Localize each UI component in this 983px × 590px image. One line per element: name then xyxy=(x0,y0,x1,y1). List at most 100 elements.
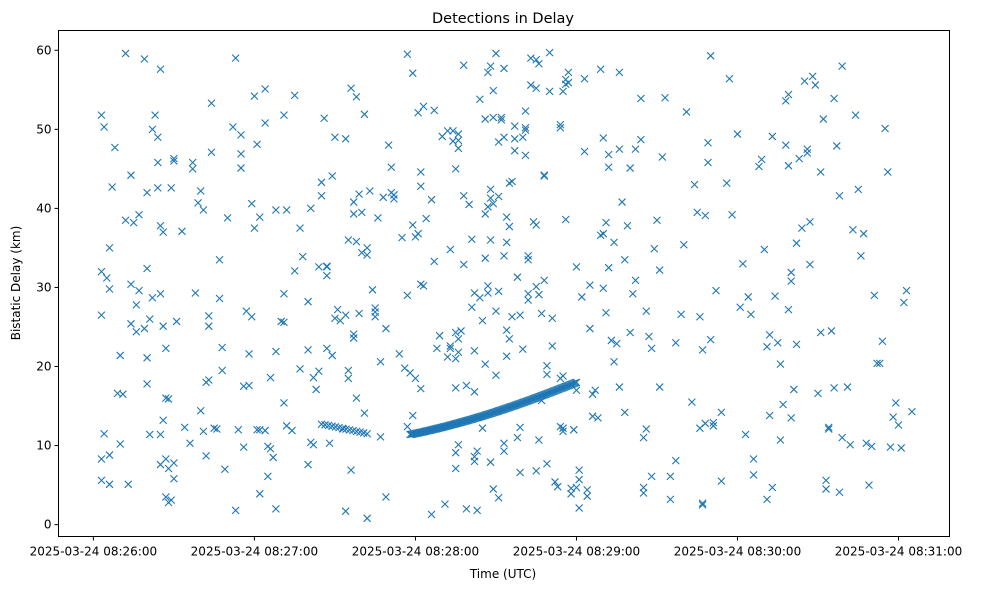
data-point xyxy=(661,93,669,102)
data-point xyxy=(204,322,213,331)
data-point xyxy=(97,267,106,276)
data-point xyxy=(548,342,557,350)
data-point xyxy=(575,466,584,474)
data-point xyxy=(143,264,151,273)
data-point xyxy=(148,125,157,134)
data-point xyxy=(572,378,581,387)
data-point xyxy=(331,133,339,142)
data-point xyxy=(830,94,838,103)
data-point xyxy=(486,194,495,203)
data-point xyxy=(390,191,398,199)
data-point xyxy=(467,303,476,312)
data-point xyxy=(167,183,176,192)
data-point xyxy=(484,202,492,211)
data-point xyxy=(110,143,119,152)
data-point xyxy=(153,183,162,192)
data-point xyxy=(475,95,484,104)
data-point xyxy=(602,308,610,317)
data-point xyxy=(360,409,369,418)
data-point xyxy=(548,314,557,323)
data-point xyxy=(642,425,651,433)
data-point xyxy=(202,451,210,460)
data-point xyxy=(191,289,200,297)
data-point xyxy=(194,198,202,207)
data-point xyxy=(384,141,393,150)
data-point xyxy=(255,489,264,498)
data-point xyxy=(806,217,814,226)
data-point xyxy=(170,459,178,467)
data-point xyxy=(148,293,157,302)
data-point xyxy=(363,244,372,252)
data-point xyxy=(908,407,916,416)
data-point xyxy=(105,480,114,489)
x-tick-label: 2025-03-24 08:27:00 xyxy=(191,545,318,559)
data-point xyxy=(698,499,707,508)
data-point xyxy=(121,216,130,225)
data-point xyxy=(728,210,737,219)
data-point xyxy=(161,394,170,403)
data-point xyxy=(322,344,331,353)
data-point xyxy=(408,221,417,229)
data-point xyxy=(631,145,640,153)
data-point xyxy=(322,271,331,280)
data-point xyxy=(349,334,358,342)
data-point xyxy=(376,357,385,366)
data-point xyxy=(347,84,355,93)
data-point xyxy=(524,289,533,298)
data-point xyxy=(580,74,589,83)
data-point xyxy=(100,123,109,131)
data-point xyxy=(639,489,648,497)
data-point xyxy=(478,424,487,433)
data-point xyxy=(623,221,632,230)
data-point xyxy=(427,195,436,204)
data-point xyxy=(322,262,331,270)
data-point xyxy=(543,361,551,370)
data-point xyxy=(494,192,503,201)
data-point xyxy=(97,311,106,320)
data-point xyxy=(848,225,857,234)
data-point xyxy=(280,318,288,327)
data-point xyxy=(763,342,771,351)
data-point xyxy=(473,447,482,456)
data-point xyxy=(416,384,425,393)
data-point xyxy=(363,429,372,438)
data-point xyxy=(666,472,675,481)
data-point xyxy=(521,123,530,132)
data-point xyxy=(704,138,712,147)
data-point xyxy=(231,54,240,63)
data-point xyxy=(478,316,487,325)
data-point xyxy=(317,191,326,200)
data-point xyxy=(454,130,463,138)
data-point xyxy=(763,495,771,504)
data-point xyxy=(328,351,337,360)
data-point xyxy=(559,372,567,380)
data-point xyxy=(757,155,766,164)
data-point xyxy=(502,213,511,221)
data-point xyxy=(516,423,524,432)
data-point xyxy=(500,64,508,73)
data-point xyxy=(481,210,490,218)
data-point xyxy=(559,424,567,433)
data-point xyxy=(776,360,785,369)
data-point xyxy=(159,416,168,425)
data-point xyxy=(814,389,822,398)
data-point xyxy=(218,343,227,352)
data-point xyxy=(701,211,710,220)
data-point xyxy=(484,281,492,290)
data-point xyxy=(698,346,707,354)
data-point xyxy=(263,472,272,481)
data-point xyxy=(822,476,830,485)
data-point xyxy=(744,293,753,301)
data-point xyxy=(97,111,106,119)
data-point xyxy=(577,293,586,301)
data-point xyxy=(382,493,390,501)
data-point xyxy=(585,281,594,289)
data-point xyxy=(304,346,312,354)
x-tick-label: 2025-03-24 08:30:00 xyxy=(674,545,801,559)
data-point xyxy=(454,440,463,449)
data-point xyxy=(145,430,154,439)
data-point xyxy=(371,312,380,321)
data-point xyxy=(532,466,541,475)
data-point xyxy=(100,429,109,438)
data-point xyxy=(526,54,535,63)
